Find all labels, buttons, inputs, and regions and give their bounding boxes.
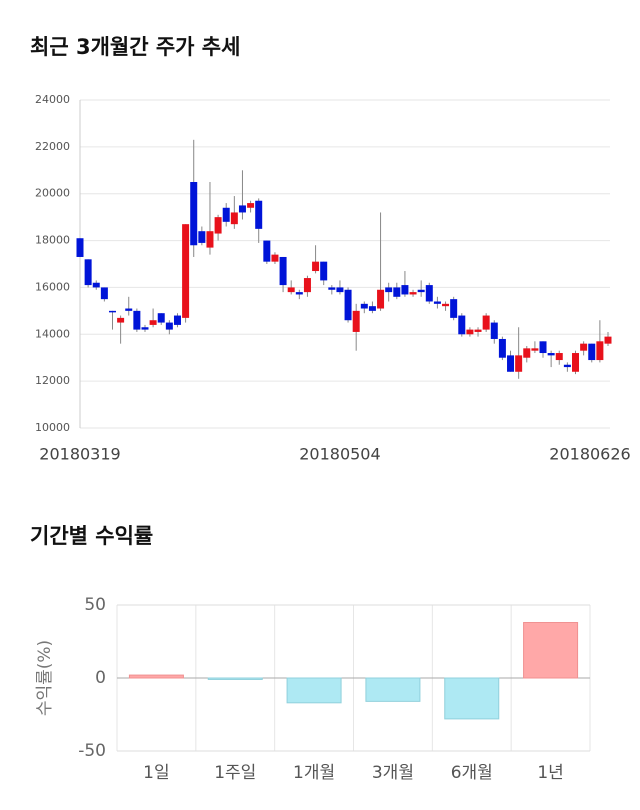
candle-body — [198, 231, 206, 243]
candle-body — [303, 278, 311, 293]
candle-body — [417, 289, 425, 293]
x-tick-label: 1일 — [143, 763, 169, 783]
candle-body — [482, 315, 490, 330]
y-tick-label: 16000 — [35, 280, 70, 293]
candle-body — [206, 231, 214, 248]
y-tick-label: 20000 — [35, 187, 70, 200]
x-tick-label: 20180319 — [39, 445, 120, 464]
candle-body — [230, 212, 238, 225]
x-tick-label: 3개월 — [372, 763, 414, 783]
candle-body — [76, 238, 84, 257]
bar — [523, 622, 579, 679]
candle-body — [279, 256, 287, 286]
candle-body — [117, 317, 125, 323]
candle-body — [539, 341, 547, 354]
candle-body — [450, 299, 458, 318]
y-tick-label: 14000 — [35, 327, 70, 340]
candle-body — [466, 329, 474, 335]
candle-body — [271, 254, 279, 262]
candle-body — [255, 200, 263, 229]
candle-body — [385, 287, 393, 293]
candle-body — [596, 341, 604, 361]
y-tick-label: 0 — [95, 668, 106, 688]
candle-body — [100, 287, 108, 300]
y-tick-label: 18000 — [35, 234, 70, 247]
candle-body — [222, 207, 230, 222]
candle-body — [344, 289, 352, 321]
candle-body — [442, 303, 450, 307]
bar — [365, 677, 421, 702]
candle-body — [190, 182, 198, 246]
candle-body — [287, 287, 295, 293]
candle-body — [474, 329, 482, 332]
y-tick-label: 10000 — [35, 421, 70, 434]
y-tick-label: 22000 — [35, 140, 70, 153]
candle-body — [352, 310, 360, 332]
candle-body — [368, 306, 376, 311]
y-tick-label: -50 — [78, 741, 106, 761]
candle-body — [263, 240, 271, 262]
x-tick-label: 6개월 — [451, 763, 493, 783]
candle-body — [409, 292, 417, 295]
candle-body — [238, 205, 246, 213]
candle-body — [108, 310, 116, 313]
chart-title: 기간별 수익률 — [30, 524, 153, 548]
x-tick-label: 20180504 — [299, 445, 380, 464]
candle-body — [433, 301, 441, 304]
x-tick-label: 1주일 — [214, 763, 256, 783]
candle-body — [336, 287, 344, 293]
candle-body — [182, 224, 190, 318]
candle-body — [312, 261, 320, 272]
candle-body — [425, 285, 433, 302]
candle-body — [125, 308, 133, 311]
bar — [128, 674, 184, 679]
x-tick-label: 20180626 — [549, 445, 630, 464]
candle-body — [580, 343, 588, 351]
candle-body — [507, 355, 515, 372]
candle-body — [547, 353, 555, 356]
candle-body — [563, 364, 571, 368]
candle-body — [572, 353, 580, 372]
candle-body — [165, 322, 173, 330]
candle-body — [133, 310, 141, 330]
candle-body — [490, 322, 498, 339]
candle-body — [393, 287, 401, 297]
candle-body — [328, 287, 336, 290]
x-tick-label: 1개월 — [293, 763, 335, 783]
candle-body — [458, 315, 466, 335]
candle-body — [214, 217, 222, 234]
candle-body — [247, 203, 255, 208]
candle-body — [173, 315, 181, 325]
bar — [286, 677, 342, 704]
bar — [207, 677, 263, 680]
bar — [444, 677, 500, 720]
x-tick-label: 1년 — [537, 763, 563, 783]
candle-body — [401, 285, 409, 295]
candle-body — [141, 327, 149, 330]
candle-body — [555, 353, 563, 361]
candle-body — [604, 336, 612, 344]
candle-body — [523, 348, 531, 358]
candle-body — [320, 261, 328, 281]
candle-body — [498, 338, 506, 358]
y-tick-label: 50 — [84, 595, 106, 615]
candle-body — [149, 320, 157, 325]
candle-body — [588, 343, 596, 361]
candle-body — [531, 348, 539, 351]
candle-body — [377, 289, 385, 309]
candle-body — [515, 355, 523, 372]
candle-body — [92, 282, 100, 288]
candle-body — [84, 259, 92, 286]
candle-body — [360, 303, 368, 309]
candle-body — [157, 313, 165, 323]
y-tick-label: 12000 — [35, 374, 70, 387]
candle-body — [295, 292, 303, 295]
y-tick-label: 24000 — [35, 93, 70, 106]
y-axis-label: 수익률(%) — [35, 640, 55, 716]
chart-title: 최근 3개월간 주가 추세 — [30, 35, 240, 59]
